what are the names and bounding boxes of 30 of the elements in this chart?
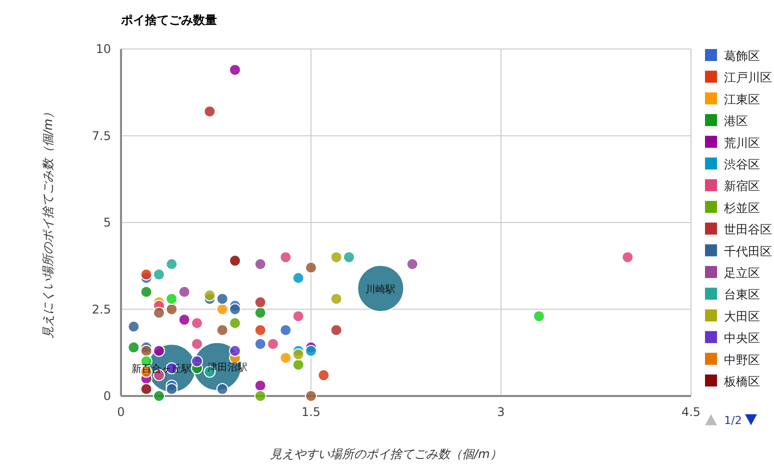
x-tick-label: 0 xyxy=(117,405,125,419)
legend-label: 荒川区 xyxy=(724,136,760,150)
x-axis-title: 見えやすい場所のポイ捨てごみ数（個/m） xyxy=(270,447,502,461)
x-tick-label: 3 xyxy=(497,405,505,419)
legend-label: 新宿区 xyxy=(724,179,760,194)
y-tick-label: 5 xyxy=(103,216,111,230)
y-tick-label: 2.5 xyxy=(92,302,111,316)
legend-label: 中野区 xyxy=(724,352,760,367)
legend-label: 板橋区 xyxy=(723,374,760,388)
x-tick-label: 4.5 xyxy=(681,405,701,419)
legend-label: 江戸川区 xyxy=(724,70,772,85)
y-tick-label: 7.5 xyxy=(92,128,111,143)
legend-label: 杉並区 xyxy=(723,200,760,215)
legend-label: 中央区 xyxy=(724,331,760,346)
y-axis-title: 見えにくい場所のポイ捨てごみ数（個/m） xyxy=(41,106,55,338)
legend-label: 台東区 xyxy=(724,288,760,302)
legend-label: 渋谷区 xyxy=(724,158,760,172)
legend-label: 江東区 xyxy=(724,92,760,106)
annotation: 川崎駅 xyxy=(366,283,396,296)
y-tick-label: 10 xyxy=(96,42,111,56)
legend-label: 港区 xyxy=(724,114,748,128)
legend-label: 大田区 xyxy=(724,309,760,324)
chart-title: ポイ捨てごみ数量 xyxy=(120,13,217,27)
legend-label: 千代田区 xyxy=(724,244,772,258)
y-tick-label: 0 xyxy=(103,389,111,403)
legend-label: 足立区 xyxy=(724,266,760,280)
text: 1/2 xyxy=(724,414,742,428)
legend-label: 世田谷区 xyxy=(724,222,772,237)
x-tick-label: 1.5 xyxy=(301,405,321,419)
legend-label: 葛飾区 xyxy=(724,49,760,63)
